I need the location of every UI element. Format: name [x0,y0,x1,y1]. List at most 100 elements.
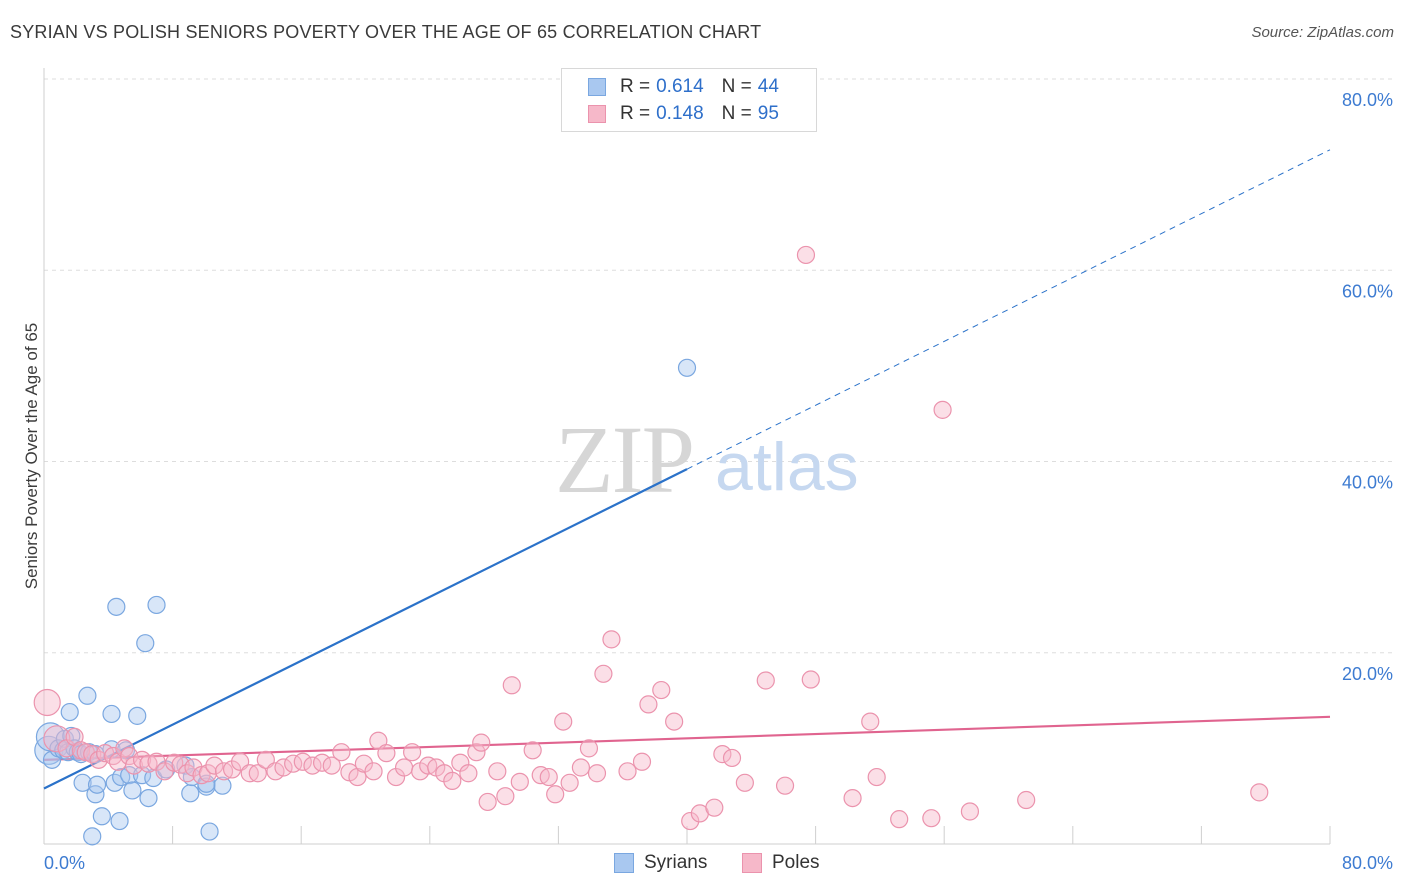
point-poles [523,741,542,760]
point-poles [652,680,671,700]
point-poles [602,630,621,649]
legend-label-syrians: Syrians [644,852,708,873]
tick-labels: 20.0% 40.0% 60.0% 80.0% 0.0% 80.0% [44,90,1393,873]
legend-r-label: R = [620,76,651,97]
point-poles [922,809,941,828]
point-poles [165,753,184,772]
legend-swatch-syrians [588,78,606,96]
point-poles [364,762,383,781]
point-poles [571,758,591,777]
legend-n-label: N = [721,103,752,124]
point-poles [377,744,396,763]
legend-row-poles: R = 0.148 N = 95 [588,102,779,126]
x-tick-label: 0.0% [44,853,85,873]
point-poles [554,712,573,731]
point-poles [722,748,742,768]
point-syrians [107,597,126,616]
legend-r-value: 0.614 [656,76,704,97]
point-poles [560,773,579,792]
point-poles [274,758,293,777]
point-poles [496,787,515,806]
point-poles [546,785,565,804]
point-poles [801,670,820,689]
point-poles [867,767,886,787]
point-poles [705,798,724,817]
point-poles [587,764,607,783]
point-poles [459,764,478,783]
legend-r-value: 0.148 [656,103,704,124]
trend-line-poles [43,715,1331,761]
trend-lines [43,149,1331,790]
y-tick-label: 20.0% [1342,664,1393,684]
watermark: ZIP atlas [555,406,859,513]
point-poles [933,400,952,419]
point-syrians [213,776,232,795]
point-poles [632,752,652,771]
source-credit: Source: ZipAtlas.com [1251,24,1394,41]
point-syrians [200,822,219,841]
point-poles [843,788,862,808]
watermark-atlas: atlas [715,429,859,505]
y-tick-label: 40.0% [1342,473,1393,493]
point-poles [579,739,599,758]
legend-swatch-syrians [614,853,634,873]
point-poles [639,695,658,714]
point-poles [594,664,613,683]
point-poles [403,743,422,762]
point-poles [192,766,211,785]
legend-item-poles[interactable]: Poles [742,852,820,874]
point-poles [796,245,816,265]
point-poles [394,758,414,777]
point-syrians [78,686,97,705]
point-poles [478,792,497,812]
point-syrians [123,781,142,800]
point-poles [467,743,486,762]
legend-n-label: N = [721,76,752,97]
legend-n-value: 95 [757,103,779,124]
point-poles [713,745,732,764]
trend-line-syrians-extrapolated [686,149,1331,470]
point-syrians [677,358,697,377]
point-poles [43,725,71,753]
point-syrians [128,706,147,725]
point-poles [735,773,754,792]
watermark-zip: ZIP [555,406,693,513]
y-axis-label: Seniors Poverty Over the Age of 65 [22,322,41,590]
point-poles [332,743,351,762]
point-poles [1250,783,1269,802]
point-poles [1017,790,1036,810]
point-syrians [136,634,155,653]
legend-n-value: 44 [757,76,779,97]
legend-item-syrians[interactable]: Syrians [614,852,707,874]
legend-row-syrians: R = 0.614 N = 44 [588,75,779,99]
trend-line-syrians [43,468,688,790]
x-tick-label: 80.0% [1342,853,1393,873]
point-poles [890,810,909,829]
point-syrians [147,595,166,615]
point-syrians [92,807,111,826]
series-poles [33,245,1269,831]
point-syrians [120,766,139,785]
point-poles [618,762,637,781]
point-syrians [83,827,102,846]
legend-swatch-poles [742,853,762,873]
point-syrians [87,775,107,794]
y-tick-label: 60.0% [1342,281,1393,301]
point-poles [960,802,980,821]
point-syrians [60,702,79,722]
point-syrians [102,704,121,724]
point-poles [293,752,312,771]
point-poles [472,733,491,752]
point-poles [502,676,521,695]
y-tick-label: 80.0% [1342,90,1393,110]
chart-title: SYRIAN VS POLISH SENIORS POVERTY OVER TH… [10,22,762,42]
legend-label-poles: Poles [772,852,820,873]
point-poles [510,772,529,791]
point-syrians [139,788,158,808]
point-poles [539,767,558,787]
point-poles [205,756,224,775]
point-poles [33,688,61,717]
legend-r-label: R = [620,103,651,124]
point-poles [488,762,507,781]
